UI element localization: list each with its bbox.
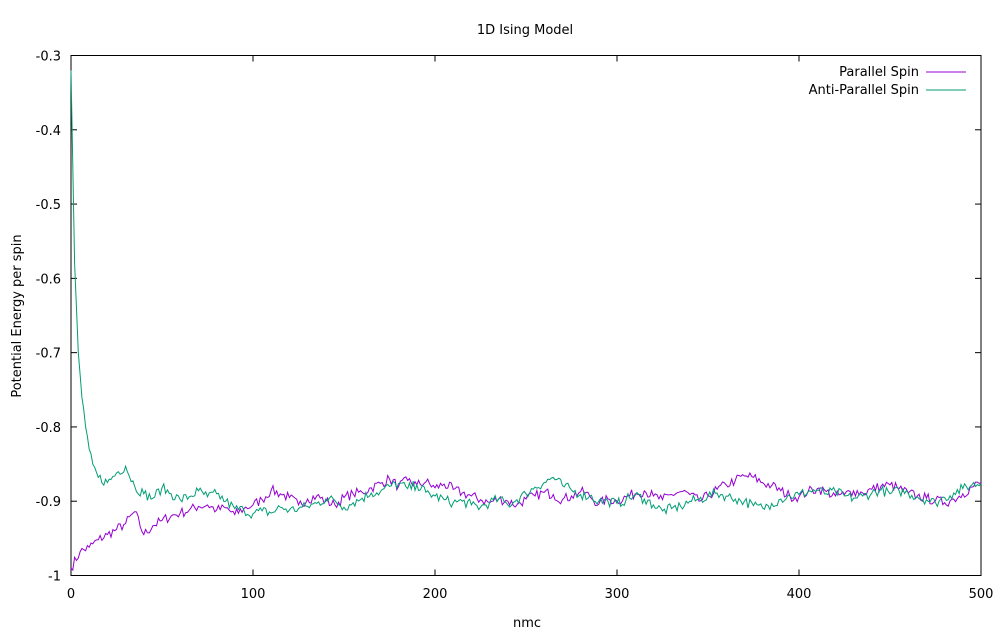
x-tick-label: 0 — [67, 587, 75, 602]
legend-label: Anti-Parallel Spin — [809, 83, 919, 98]
y-tick-label: -1 — [48, 570, 61, 585]
y-tick-label: -0.9 — [36, 495, 61, 510]
x-tick-label: 200 — [423, 587, 448, 602]
x-tick-label: 500 — [969, 587, 994, 602]
y-tick-label: -0.7 — [36, 347, 61, 362]
x-tick-label: 100 — [241, 587, 266, 602]
series-line-0 — [70, 471, 982, 572]
x-tick-label: 400 — [787, 587, 812, 602]
y-tick-label: -0.5 — [36, 198, 61, 213]
y-tick-label: -0.8 — [36, 421, 61, 436]
x-axis-label: nmc — [513, 616, 541, 631]
series-layer — [70, 70, 982, 572]
chart-title: 1D Ising Model — [477, 23, 573, 38]
axes: 0 100 200 300 400 500 -1 -0.9 -0.8 -0.7 -0.6 -0.5 -0… — [36, 50, 994, 603]
y-tick-label: -0.6 — [36, 272, 61, 287]
x-tick-label: 300 — [605, 587, 630, 602]
legend: Parallel Spin Anti-Parallel Spin — [809, 65, 966, 98]
legend-label: Parallel Spin — [839, 65, 919, 80]
y-tick-label: -0.4 — [36, 124, 61, 139]
series-line-1 — [70, 70, 982, 520]
y-axis-label: Potential Energy per spin — [10, 234, 25, 397]
plot-frame — [70, 55, 982, 576]
y-tick-label: -0.3 — [36, 50, 61, 65]
